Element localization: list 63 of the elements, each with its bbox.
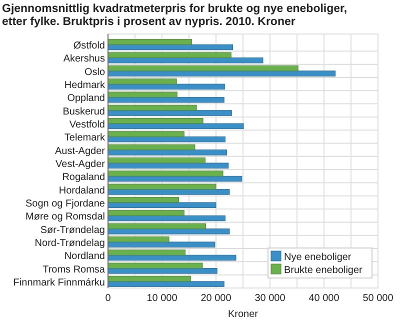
- y-tick-label: Nord-Trøndelag: [34, 238, 105, 249]
- x-tick-label: 20 000: [200, 293, 232, 304]
- bar: [108, 136, 226, 142]
- x-tick-label: 30 000: [254, 293, 286, 304]
- bar: [108, 250, 186, 256]
- x-tick-label: 0: [105, 293, 112, 304]
- bar: [108, 184, 216, 190]
- x-tick-label: 10 000: [146, 293, 178, 304]
- bar: [108, 236, 170, 242]
- bar: [108, 78, 177, 84]
- y-tick-label: Oppland: [67, 93, 105, 104]
- y-tick-label: Troms Romsa: [42, 264, 106, 276]
- y-tick-label: Hordaland: [58, 185, 105, 196]
- y-tick-label: Buskerud: [62, 106, 105, 118]
- bar: [108, 118, 204, 124]
- bar: [108, 150, 228, 156]
- y-tick-label: Sør-Trøndelag: [40, 224, 105, 236]
- bar: [108, 254, 236, 261]
- y-tick-label: Oslo: [84, 66, 106, 78]
- bar: [108, 262, 203, 269]
- y-tick-label: Møre og Romsdal: [26, 212, 105, 223]
- bar: [108, 144, 196, 150]
- bar: [108, 39, 192, 45]
- bar: [108, 202, 216, 208]
- bar: [108, 196, 179, 203]
- bar: [108, 110, 232, 116]
- y-tick-label: Aust-Agder: [54, 146, 106, 157]
- bar: [108, 281, 224, 287]
- x-tick-label: 40 000: [308, 293, 340, 304]
- y-tick-label: Telemark: [64, 132, 106, 144]
- bar: [108, 268, 218, 274]
- y-tick-label: Vestfold: [69, 120, 105, 131]
- y-tick-label: Vest-Agder: [56, 159, 106, 170]
- bar: [108, 104, 197, 111]
- bar: [108, 157, 206, 164]
- y-tick-label: Nordland: [64, 251, 105, 262]
- legend-label: Brukte eneboliger: [284, 265, 364, 276]
- x-axis-title: Kroner: [228, 309, 259, 320]
- y-tick-label: Hedmark: [64, 80, 106, 92]
- y-tick-label: Rogaland: [62, 172, 105, 184]
- y-tick-label: Finnmark Finnmárku: [13, 277, 105, 288]
- bar: [108, 96, 224, 103]
- y-tick-label: Sogn og Fjordane: [25, 198, 106, 210]
- bar: [108, 92, 178, 98]
- bar: [108, 57, 264, 64]
- bar: [108, 242, 216, 248]
- bar: [108, 52, 232, 58]
- bar: [108, 170, 224, 176]
- x-tick-label: 50 000: [362, 293, 394, 304]
- bar: [108, 223, 206, 230]
- bar: [108, 228, 230, 234]
- bar: [108, 189, 230, 195]
- legend-label: Nye eneboliger: [284, 252, 352, 263]
- bar: [108, 131, 184, 137]
- y-tick-label: Akershus: [63, 54, 105, 65]
- bar: [108, 84, 225, 90]
- bar: [108, 70, 336, 76]
- bar: [108, 210, 184, 216]
- bar: [108, 65, 298, 72]
- bar: [108, 276, 191, 282]
- bar: [108, 123, 244, 130]
- chart-title: Gjennomsnittlig kvadratmeterpris for brukte og nye eneboliger, etter fylke. Bruktpris i prosent av nypris. 2010. Kroner: [2, 3, 348, 28]
- y-tick-label: Østfold: [73, 40, 105, 52]
